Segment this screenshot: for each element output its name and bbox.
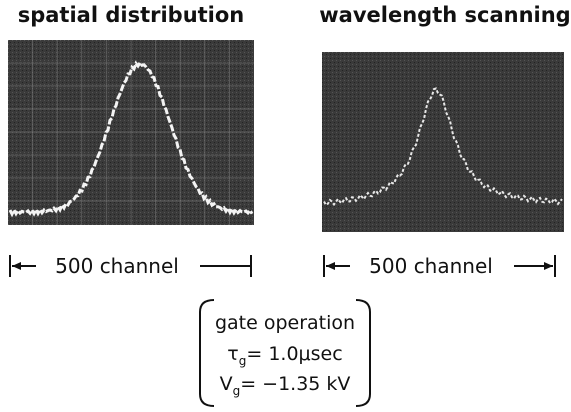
scale-label: 500 channel (55, 254, 179, 278)
symbol: τ (227, 343, 238, 365)
image-background (322, 52, 564, 232)
left-scale: 500 channel (9, 254, 252, 278)
right-scale: 500 channel (323, 254, 556, 278)
conditions-title: gate operation (215, 312, 355, 334)
left-trace-image (8, 40, 254, 225)
subscript: g (233, 384, 241, 398)
gate-time: τg= 1.0μsec (227, 343, 342, 368)
right-title: wavelength scanning (319, 3, 570, 27)
left-bracket (199, 299, 215, 407)
right-bracket (355, 299, 371, 407)
trace (8, 59, 254, 218)
scale-label: 500 channel (369, 254, 493, 278)
right-trace-image (322, 52, 564, 232)
value: = 1.0μsec (246, 343, 342, 365)
conditions-box: gate operation τg= 1.0μsec Vg= −1.35 kV (199, 299, 371, 407)
trace (323, 87, 563, 207)
gate-voltage: Vg= −1.35 kV (220, 373, 351, 398)
symbol: V (220, 373, 233, 395)
left-title: spatial distribution (18, 3, 245, 27)
value: = −1.35 kV (240, 373, 350, 395)
subscript: g (239, 354, 247, 368)
